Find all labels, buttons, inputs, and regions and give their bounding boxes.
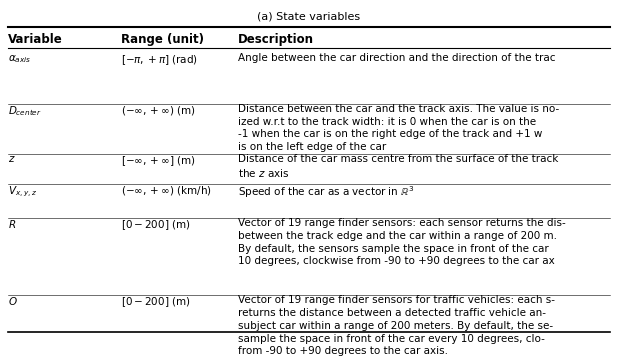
- Text: Distance of the car mass centre from the surface of the track: Distance of the car mass centre from the…: [238, 154, 558, 164]
- Text: from -90 to +90 degrees to the car axis.: from -90 to +90 degrees to the car axis.: [238, 346, 448, 356]
- Text: -1 when the car is on the right edge of the track and +1 w: -1 when the car is on the right edge of …: [238, 129, 542, 139]
- Text: $(-\infty, +\infty)$ (m): $(-\infty, +\infty)$ (m): [121, 104, 196, 117]
- Text: $[-\infty, +\infty]$ (m): $[-\infty, +\infty]$ (m): [121, 154, 196, 168]
- Text: Vector of 19 range finder sensors for traffic vehicles: each s-: Vector of 19 range finder sensors for tr…: [238, 295, 555, 305]
- Text: returns the distance between a detected traffic vehicle an-: returns the distance between a detected …: [238, 308, 546, 318]
- Text: $(-\infty, +\infty)$ (km/h): $(-\infty, +\infty)$ (km/h): [121, 184, 212, 198]
- Text: $D_{center}$: $D_{center}$: [8, 104, 41, 117]
- Text: is on the left edge of the car: is on the left edge of the car: [238, 142, 386, 152]
- Text: Vector of 19 range finder sensors: each sensor returns the dis-: Vector of 19 range finder sensors: each …: [238, 218, 566, 228]
- Text: 10 degrees, clockwise from -90 to +90 degrees to the car ax: 10 degrees, clockwise from -90 to +90 de…: [238, 256, 555, 266]
- Text: By default, the sensors sample the space in front of the car: By default, the sensors sample the space…: [238, 244, 548, 253]
- Text: the $z$ axis: the $z$ axis: [238, 167, 289, 179]
- Text: $[0 - 200]$ (m): $[0 - 200]$ (m): [121, 218, 191, 232]
- Text: Description: Description: [238, 33, 314, 46]
- Text: $[-\pi, +\pi]$ (rad): $[-\pi, +\pi]$ (rad): [121, 53, 198, 67]
- Text: subject car within a range of 200 meters. By default, the se-: subject car within a range of 200 meters…: [238, 321, 553, 331]
- Text: $V_{x,y,z}$: $V_{x,y,z}$: [8, 184, 36, 199]
- Text: Speed of the car as a vector in $\mathbb{R}^3$: Speed of the car as a vector in $\mathbb…: [238, 184, 415, 200]
- Text: Range (unit): Range (unit): [121, 33, 204, 46]
- Text: ized w.r.t to the track width: it is 0 when the car is on the: ized w.r.t to the track width: it is 0 w…: [238, 116, 536, 127]
- Text: $z$: $z$: [8, 154, 15, 164]
- Text: $[0 - 200]$ (m): $[0 - 200]$ (m): [121, 295, 191, 309]
- Text: $O$: $O$: [8, 295, 17, 307]
- Text: $\alpha_{axis}$: $\alpha_{axis}$: [8, 53, 31, 65]
- Text: (a) State variables: (a) State variables: [257, 11, 360, 21]
- Text: between the track edge and the car within a range of 200 m.: between the track edge and the car withi…: [238, 231, 557, 241]
- Text: sample the space in front of the car every 10 degrees, clo-: sample the space in front of the car eve…: [238, 334, 545, 344]
- Text: Variable: Variable: [8, 33, 62, 46]
- Text: Angle between the car direction and the direction of the trac: Angle between the car direction and the …: [238, 53, 556, 63]
- Text: $R$: $R$: [8, 218, 16, 230]
- Text: Distance between the car and the track axis. The value is no-: Distance between the car and the track a…: [238, 104, 559, 114]
